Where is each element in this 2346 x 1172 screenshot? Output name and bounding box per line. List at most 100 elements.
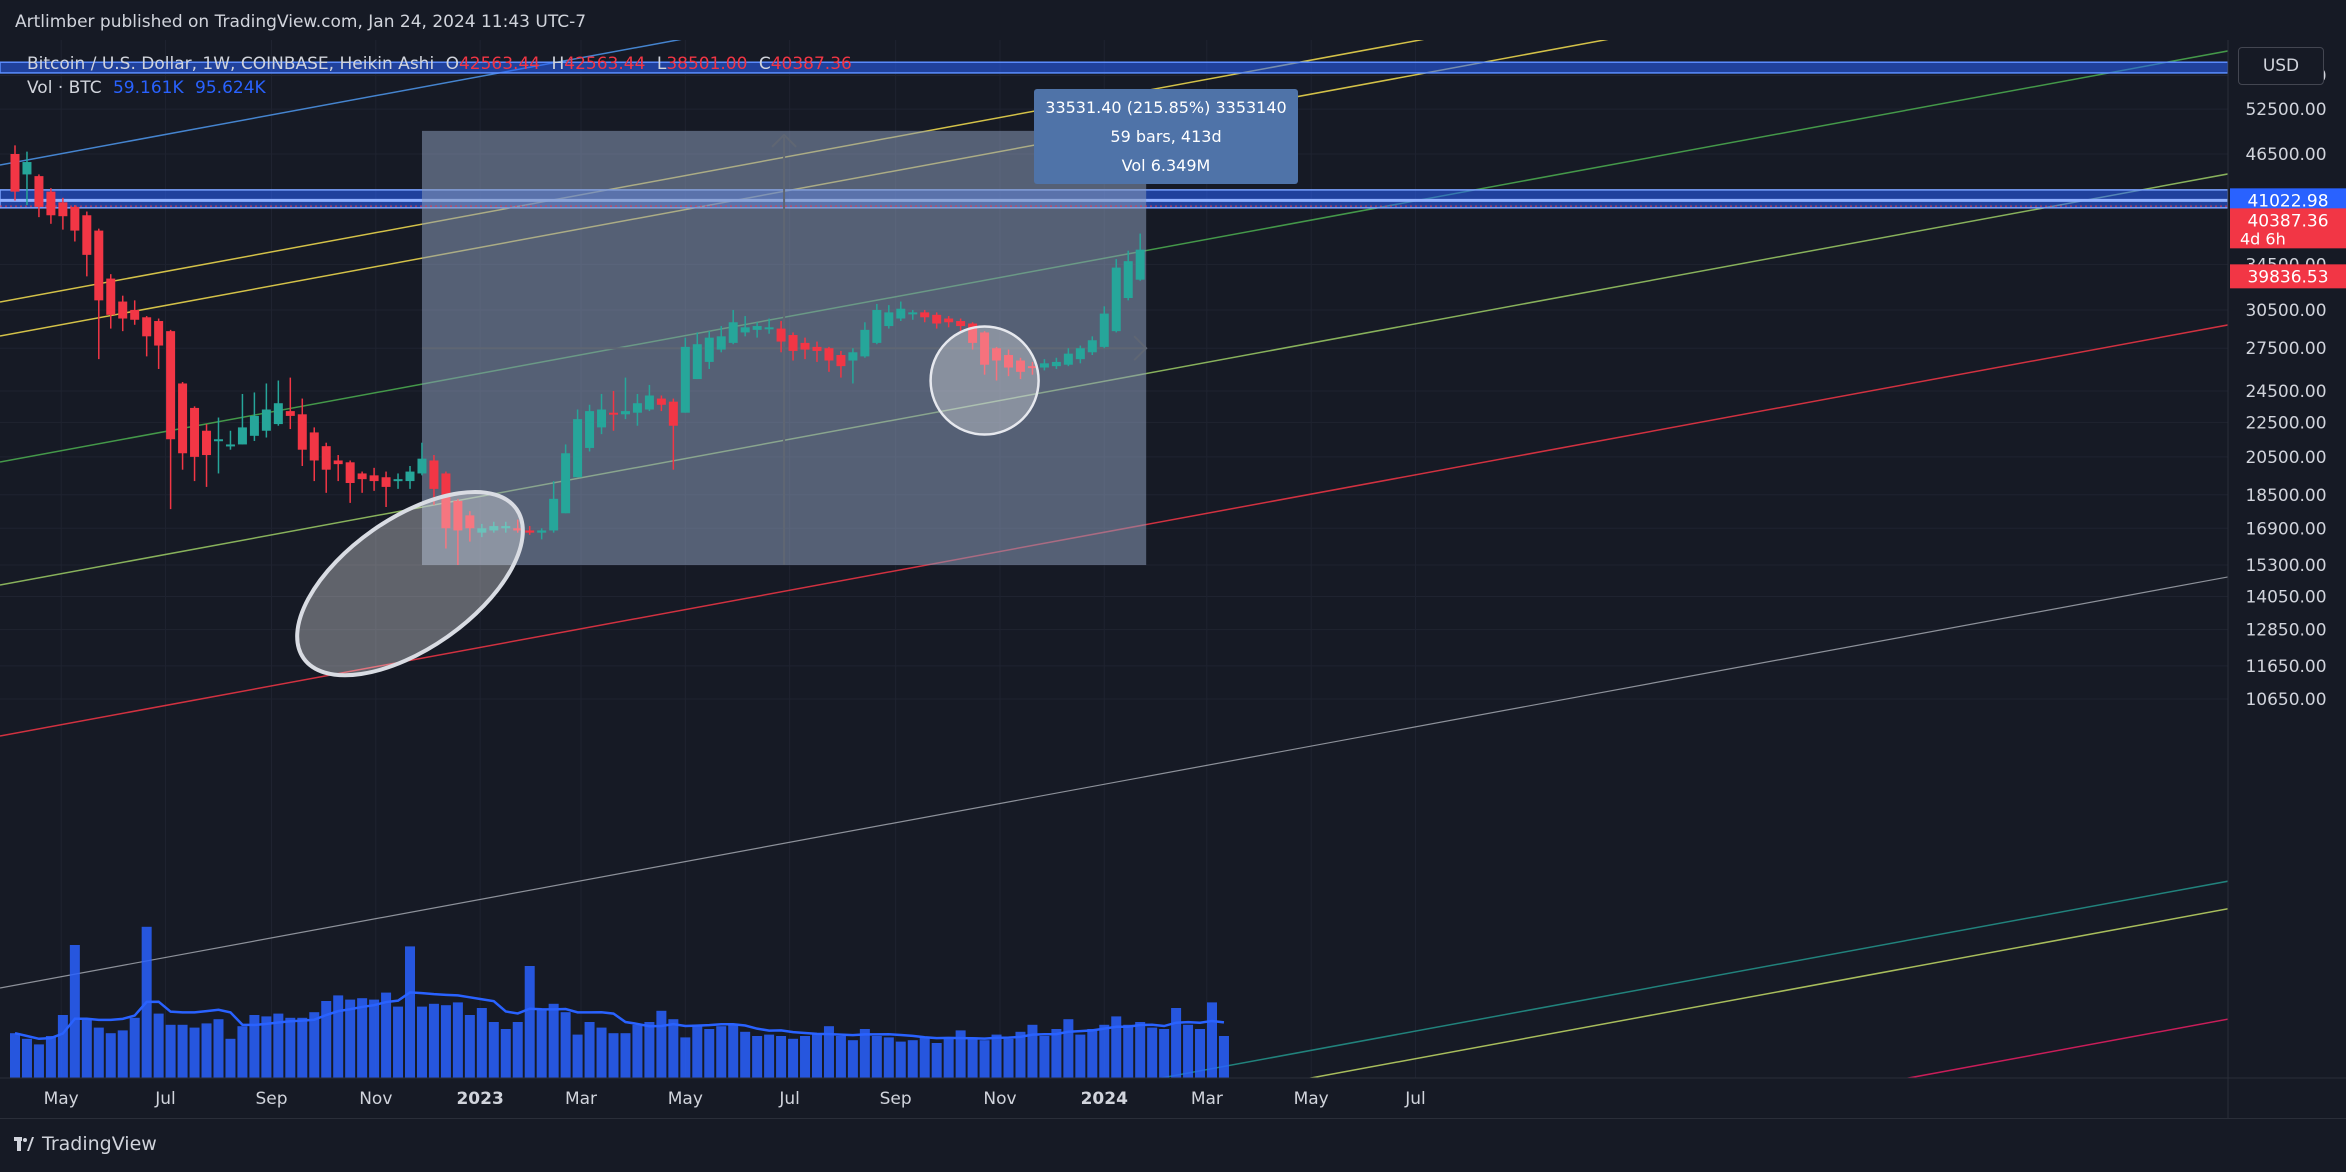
candle-body xyxy=(249,415,259,436)
candle-body xyxy=(309,432,319,461)
candle-body xyxy=(668,401,678,426)
tradingview-logo[interactable]: TradingView xyxy=(14,1133,157,1155)
time-tick: Jul xyxy=(154,1089,176,1109)
candle-body xyxy=(561,453,571,514)
volume-bar xyxy=(309,1012,320,1078)
volume-bars xyxy=(10,926,1229,1078)
close-label: C xyxy=(758,54,771,74)
volume-bar xyxy=(584,1022,595,1078)
trend-line xyxy=(1157,880,2228,1078)
volume-bar xyxy=(1027,1024,1038,1078)
candle-body xyxy=(225,444,235,447)
price-tick: 14050.00 xyxy=(2245,588,2326,608)
candle-body xyxy=(417,458,427,474)
volume-bar xyxy=(680,1037,691,1078)
volume-bar xyxy=(596,1027,607,1078)
time-tick: Jul xyxy=(1404,1089,1426,1109)
candle-body xyxy=(824,348,834,361)
volume-bar xyxy=(440,1005,451,1078)
volume-value: 59.161K xyxy=(112,78,184,98)
volume-bar xyxy=(357,998,368,1078)
volume-bar xyxy=(1147,1027,1158,1078)
volume-bar xyxy=(81,1019,92,1078)
candle-body xyxy=(297,414,307,450)
volume-bar xyxy=(895,1041,906,1078)
volume-bar xyxy=(1207,1002,1217,1078)
volume-bar xyxy=(740,1031,751,1078)
volume-bar xyxy=(788,1038,799,1078)
candle-body xyxy=(453,500,463,531)
volume-bar xyxy=(716,1026,727,1078)
volume-bar xyxy=(1075,1034,1086,1078)
candle-body xyxy=(980,332,990,365)
volume-bar xyxy=(21,1038,32,1078)
candle-body xyxy=(620,411,630,415)
high-label: H xyxy=(551,54,565,74)
volume-bar xyxy=(249,1015,260,1078)
price-tag-box xyxy=(2230,208,2346,249)
volume-bar xyxy=(201,1023,212,1078)
symbol-title[interactable]: Bitcoin / U.S. Dollar, 1W, COINBASE, Hei… xyxy=(27,54,435,74)
candle-body xyxy=(46,191,56,216)
legend-ohlc: Bitcoin / U.S. Dollar, 1W, COINBASE, Hei… xyxy=(27,54,852,74)
volume-bar xyxy=(261,1016,272,1078)
volume-bar xyxy=(428,1003,439,1078)
chart-pane[interactable]: 57500.0052500.0046500.0034500.0030500.00… xyxy=(0,40,2346,1118)
volume-bar xyxy=(45,1036,56,1078)
trend-line xyxy=(0,324,2228,737)
price-chart[interactable]: 57500.0052500.0046500.0034500.0030500.00… xyxy=(0,40,2346,1118)
volume-bar xyxy=(488,1022,499,1078)
candle-body xyxy=(10,154,20,192)
low-value: 38501.00 xyxy=(666,54,748,74)
volume-bar xyxy=(1195,1029,1206,1078)
candle-body xyxy=(82,215,92,255)
candle-body xyxy=(94,230,104,301)
candle-body xyxy=(968,323,978,343)
volume-bar xyxy=(931,1043,942,1078)
price-tick: 11650.00 xyxy=(2245,657,2326,677)
candle-body xyxy=(920,312,930,318)
candle-body xyxy=(609,412,618,415)
candle-body xyxy=(992,348,1002,361)
candle-body xyxy=(261,409,271,431)
candle-body xyxy=(525,530,535,533)
price-tag-box xyxy=(2230,264,2346,289)
candle-body xyxy=(585,411,595,448)
volume-label[interactable]: Vol · BTC xyxy=(27,78,102,98)
time-axis[interactable]: May Jul Sep Nov 2023 Mar May Jul Sep Nov 2024 Mar Ma… xyxy=(44,1089,1426,1109)
price-tick: 20500.00 xyxy=(2245,448,2326,468)
candle-body xyxy=(764,327,774,330)
volume-bar xyxy=(632,1024,643,1078)
candle-body xyxy=(740,327,750,333)
candle-body xyxy=(202,430,212,456)
highlight-ellipse[interactable] xyxy=(266,456,554,712)
low-label: L xyxy=(656,54,667,74)
volume-bar xyxy=(1003,1038,1014,1078)
volume-bar xyxy=(1039,1036,1050,1078)
candle-body xyxy=(285,411,295,416)
volume-bar xyxy=(237,1026,248,1078)
volume-bar xyxy=(1063,1019,1074,1078)
volume-bar xyxy=(512,1022,523,1078)
candle-body xyxy=(704,337,714,362)
candle-body xyxy=(441,473,451,529)
candle-body xyxy=(357,473,367,480)
volume-bar xyxy=(225,1038,236,1078)
time-tick: Jul xyxy=(778,1089,800,1109)
highlight-circle[interactable] xyxy=(929,325,1040,436)
currency-button[interactable]: USD xyxy=(2238,47,2324,85)
volume-bar xyxy=(847,1040,858,1078)
price-tag-label: 40387.36 xyxy=(2247,211,2328,231)
resistance-zone[interactable] xyxy=(0,61,2228,74)
volume-bar xyxy=(668,1019,679,1078)
volume-bar xyxy=(345,999,356,1078)
candle-body xyxy=(944,318,954,323)
candle-body xyxy=(1051,361,1061,367)
candle-body xyxy=(1063,353,1073,365)
volume-bar xyxy=(476,1008,487,1078)
candle-body xyxy=(70,206,80,231)
volume-bar xyxy=(333,995,344,1078)
volume-bar xyxy=(572,1034,583,1078)
volume-bar xyxy=(500,1029,511,1078)
price-tick: 12850.00 xyxy=(2245,621,2326,641)
